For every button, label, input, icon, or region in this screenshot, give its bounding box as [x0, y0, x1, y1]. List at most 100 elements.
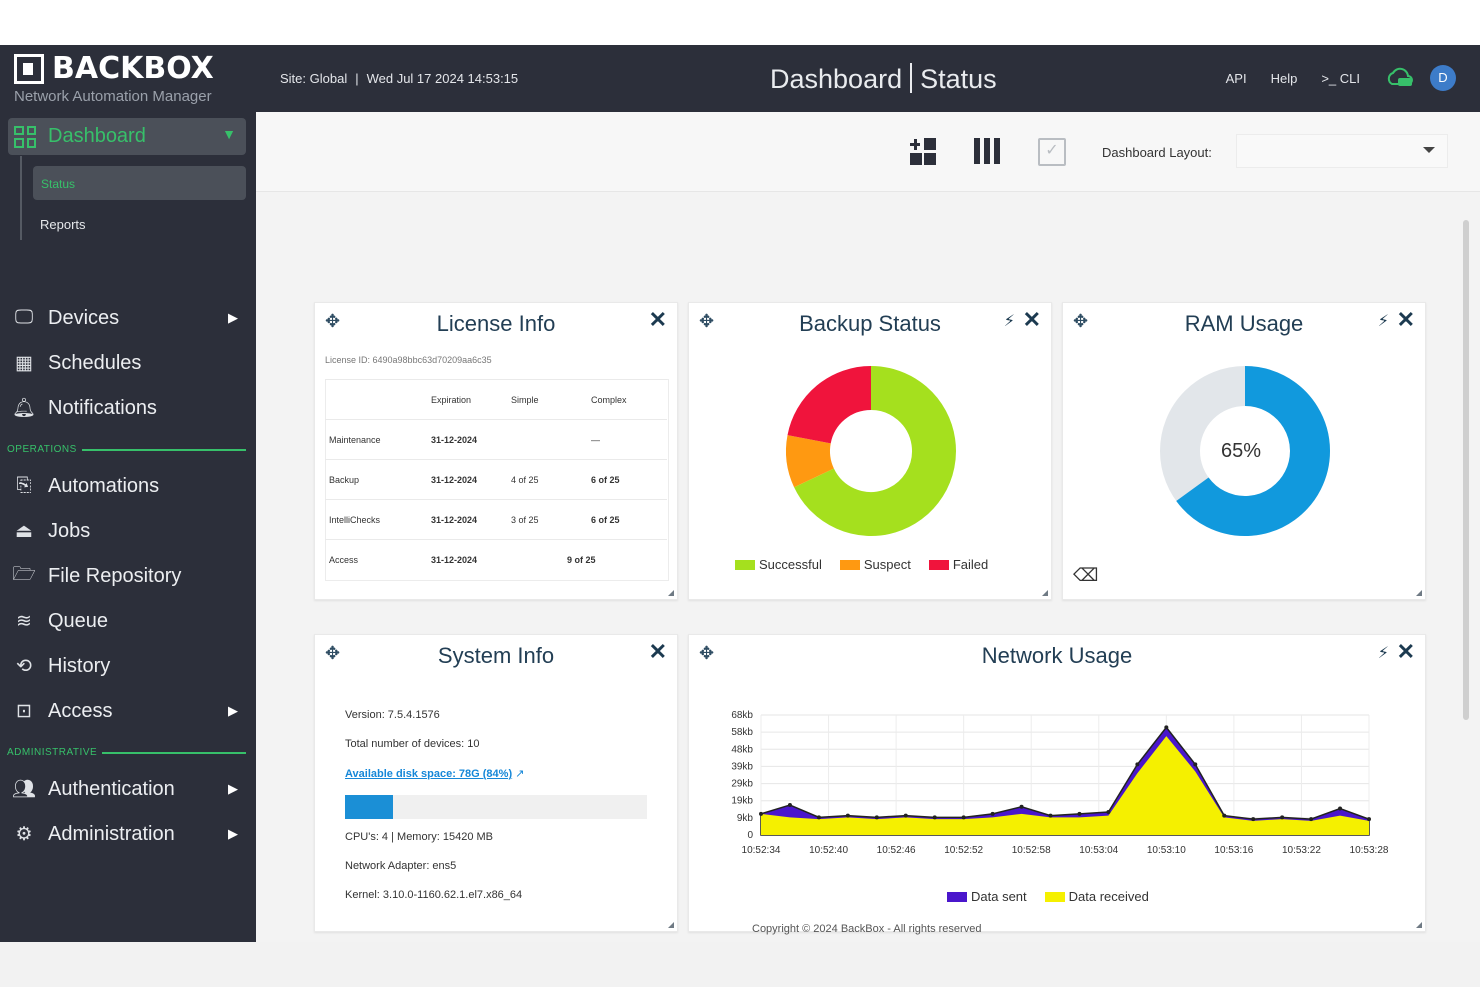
sidebar-item-label: Jobs [48, 519, 91, 542]
y-tick-label: 58kb [731, 727, 753, 738]
move-icon[interactable]: ✥ [699, 311, 715, 331]
close-icon[interactable]: ✕ [648, 639, 667, 664]
table-cell: 6 of 25 [587, 499, 667, 540]
main-content: ✓ Dashboard Layout: ✥ License Info ✕ Lic… [256, 112, 1480, 942]
backup-legend: Successful Suspect Failed [735, 557, 988, 572]
scrollbar[interactable] [1463, 220, 1469, 720]
disk-usage-bar [345, 795, 647, 819]
automation-icon: ⎘ [16, 475, 32, 496]
backbox-logo-icon [14, 53, 44, 84]
network-adapter-text: Network Adapter: ens5 [345, 860, 457, 872]
x-tick-label: 10:52:46 [877, 845, 916, 856]
sidebar-subitem-status[interactable]: Status [33, 166, 246, 200]
resize-handle[interactable] [1416, 922, 1422, 928]
help-link[interactable]: Help [1270, 71, 1298, 86]
site-label: Site: Global [280, 71, 348, 86]
sidebar-item-access[interactable]: ⊡ Access ▶ [0, 691, 256, 731]
dashboard-layout-select[interactable] [1236, 134, 1448, 168]
sidebar-item-label: History [48, 654, 111, 677]
legend-item: Data received [1044, 889, 1149, 904]
table-cell: 31-12-2024 [427, 499, 507, 540]
close-icon[interactable]: ✕ [1022, 307, 1041, 332]
logo[interactable]: BACKBOX Network Automation Manager [14, 51, 214, 105]
cli-link[interactable]: >_ CLI [1321, 71, 1360, 86]
move-icon[interactable]: ✥ [325, 311, 341, 331]
add-widget-icon[interactable] [910, 138, 938, 166]
cloud-status-icon[interactable] [1384, 66, 1414, 90]
folder-icon: 🗁 [12, 564, 36, 585]
data-sent-point [1106, 810, 1111, 815]
disk-space-link[interactable]: Available disk space: 78G (84%) [345, 768, 513, 780]
eraser-icon[interactable]: ⌫ [1073, 565, 1099, 585]
sidebar-item-devices[interactable]: 🖵 Devices ▶ [0, 298, 256, 338]
data-sent-point [1077, 811, 1082, 816]
sidebar-item-schedules[interactable]: ▦ Schedules [0, 343, 256, 383]
legend-swatch-data-sent [947, 891, 967, 902]
data-sent-point [990, 811, 995, 816]
resize-handle[interactable] [1042, 590, 1048, 596]
sidebar-item-history[interactable]: ⟲ History [0, 646, 256, 686]
disk-usage-fill [345, 795, 394, 819]
resize-handle[interactable] [668, 922, 674, 928]
page-title: Dashboard Status [770, 63, 997, 95]
chevron-right-icon: ▶ [228, 703, 238, 718]
data-sent-point [1048, 813, 1053, 818]
network-usage-chart: 68kb 58kb 48kb 39kb 29kb 19kb 9kb 0 10:52:34 10:5… [731, 710, 1389, 856]
pulse-icon[interactable]: ⚡︎ [1377, 313, 1389, 330]
sidebar-item-label: Access [48, 699, 113, 722]
section-divider [82, 449, 246, 451]
legend-item: Failed [928, 557, 988, 572]
table-cell: Backup [325, 459, 427, 500]
brand-name: BACKBOX [52, 51, 214, 86]
close-icon[interactable]: ✕ [1396, 307, 1415, 332]
external-link-icon[interactable]: ↗ [515, 768, 525, 780]
pulse-icon[interactable]: ⚡︎ [1377, 645, 1389, 662]
table-cell: 31-12-2024 [427, 459, 507, 500]
y-tick-label: 39kb [731, 761, 753, 772]
y-tick-label: 9kb [737, 813, 754, 824]
chevron-right-icon: ▶ [228, 781, 238, 796]
data-sent-point [1164, 725, 1169, 730]
sidebar-subitem-reports[interactable]: Reports [40, 217, 86, 232]
resize-handle[interactable] [1416, 590, 1422, 596]
layers-icon: ≋ [16, 610, 32, 632]
section-divider [102, 752, 246, 754]
move-icon[interactable]: ✥ [699, 643, 715, 663]
close-icon[interactable]: ✕ [648, 307, 667, 332]
legend-label: Data sent [971, 889, 1027, 904]
y-tick-label: 0 [747, 830, 753, 841]
user-avatar[interactable]: D [1430, 65, 1456, 91]
y-tick-label: 29kb [731, 779, 753, 790]
sidebar-item-label: Dashboard [48, 125, 146, 147]
sidebar-item-authentication[interactable]: 👥︎ Authentication ▶ [0, 769, 256, 809]
api-link[interactable]: API [1225, 71, 1247, 86]
sidebar-item-file-repository[interactable]: 🗁 File Repository [0, 556, 256, 596]
save-layout-icon[interactable]: ✓ [1038, 138, 1066, 166]
sidebar-item-administration[interactable]: ⚙ Administration ▶ [0, 814, 256, 854]
pulse-icon[interactable]: ⚡︎ [1003, 313, 1015, 330]
title-divider [910, 63, 913, 93]
sidebar-item-jobs[interactable]: ⏏ Jobs [0, 511, 256, 551]
sidebar-item-notifications[interactable]: 🔔︎ Notifications [0, 388, 256, 428]
table-cell: 3 of 25 [507, 499, 587, 540]
move-icon[interactable]: ✥ [1073, 311, 1089, 331]
x-tick-label: 10:52:52 [944, 845, 983, 856]
move-icon[interactable]: ✥ [325, 643, 341, 663]
license-info-card: ✥ License Info ✕ License ID: 6490a98bbc6… [314, 302, 678, 600]
legend-label: Successful [759, 557, 822, 572]
columns-layout-icon[interactable] [974, 138, 1002, 166]
column-header: Complex [587, 379, 667, 420]
legend-swatch-suspect [839, 559, 860, 570]
card-title: License Info [436, 311, 556, 336]
chevron-down-icon: ▼ [222, 126, 236, 142]
data-sent-point [1280, 815, 1285, 820]
table-cell: Maintenance [325, 419, 427, 460]
x-tick-label: 10:53:10 [1147, 845, 1186, 856]
resize-handle[interactable] [668, 590, 674, 596]
sidebar-item-queue[interactable]: ≋ Queue [0, 601, 256, 641]
sidebar-item-automations[interactable]: ⎘ Automations [0, 466, 256, 506]
table-cell: IntelliChecks [325, 499, 427, 540]
page-title-status: Status [920, 64, 997, 94]
sidebar-item-dashboard[interactable]: Dashboard ▼ [8, 118, 246, 155]
close-icon[interactable]: ✕ [1396, 639, 1415, 664]
